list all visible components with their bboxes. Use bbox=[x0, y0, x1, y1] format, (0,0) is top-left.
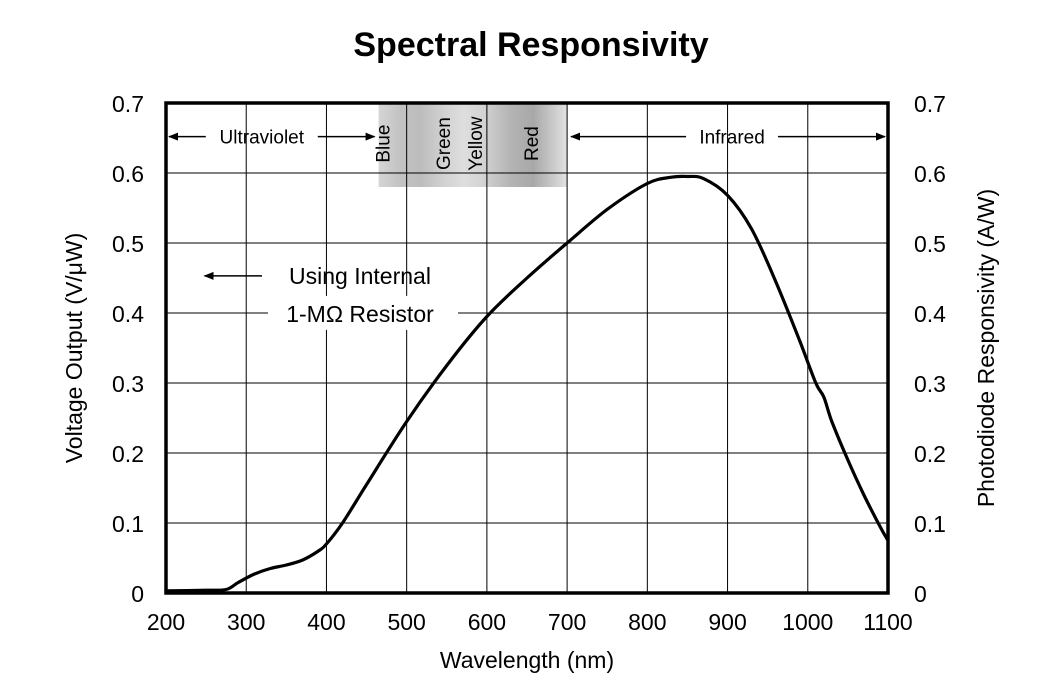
y-right-tick-label: 0.5 bbox=[914, 231, 946, 257]
annotation-line-1: Using Internal bbox=[289, 263, 431, 289]
color-band-labels: Blue Green Yellow Red bbox=[374, 116, 543, 171]
y-right-tick-label: 0.7 bbox=[914, 91, 946, 117]
x-tick-label: 1100 bbox=[863, 609, 912, 635]
y-right-tick-label: 0.6 bbox=[914, 161, 946, 187]
region-label-ultraviolet: Ultraviolet bbox=[220, 128, 305, 149]
y-right-tick-label: 0.2 bbox=[914, 441, 946, 467]
resistor-annotation: Using Internal 1-MΩ Resistor bbox=[203, 263, 458, 330]
color-label-blue: Blue bbox=[374, 125, 395, 163]
y-left-tick-label: 0.5 bbox=[112, 231, 144, 257]
y-left-tick-label: 0.2 bbox=[112, 441, 144, 467]
y-left-tick-label: 0.3 bbox=[112, 371, 144, 397]
y-axis-left-label: Voltage Output (V/μW) bbox=[61, 233, 87, 464]
annotation-line-2: 1-MΩ Resistor bbox=[286, 301, 434, 327]
chart-title: Spectral Responsivity bbox=[353, 26, 708, 64]
color-label-red: Red bbox=[522, 126, 543, 161]
series-line-responsivity bbox=[164, 174, 890, 593]
y-left-tick-label: 0.6 bbox=[112, 161, 144, 187]
x-axis-ticks: 200 300 400 500 600 700 800 900 1000 1100 bbox=[147, 609, 913, 635]
y-left-tick-label: 0.4 bbox=[112, 301, 144, 327]
x-tick-label: 800 bbox=[628, 609, 666, 635]
y-axis-right-ticks: 0 0.1 0.2 0.3 0.4 0.5 0.6 0.7 bbox=[914, 91, 946, 607]
color-label-green: Green bbox=[434, 117, 455, 170]
x-tick-label: 600 bbox=[468, 609, 506, 635]
x-axis-label: Wavelength (nm) bbox=[440, 647, 614, 673]
color-label-yellow: Yellow bbox=[466, 116, 487, 171]
y-axis-left-ticks: 0 0.1 0.2 0.3 0.4 0.5 0.6 0.7 bbox=[112, 91, 144, 607]
x-tick-label: 700 bbox=[548, 609, 586, 635]
gridlines bbox=[166, 103, 888, 593]
y-left-tick-label: 0.1 bbox=[112, 511, 144, 537]
x-tick-label: 500 bbox=[387, 609, 425, 635]
y-left-tick-label: 0.7 bbox=[112, 91, 144, 117]
y-axis-right-label: Photodiode Responsivity (A/W) bbox=[973, 189, 999, 507]
x-tick-label: 400 bbox=[307, 609, 345, 635]
y-left-tick-label: 0 bbox=[131, 581, 144, 607]
x-tick-label: 1000 bbox=[782, 609, 833, 635]
region-markers: Ultraviolet Infrared bbox=[168, 128, 886, 149]
region-label-infrared: Infrared bbox=[699, 128, 764, 149]
x-tick-label: 900 bbox=[708, 609, 746, 635]
plot-frame bbox=[164, 101, 890, 595]
x-tick-label: 200 bbox=[147, 609, 185, 635]
y-right-tick-label: 0.1 bbox=[914, 511, 946, 537]
x-tick-label: 300 bbox=[227, 609, 265, 635]
y-right-tick-label: 0 bbox=[914, 581, 927, 607]
annotation-backdrop bbox=[268, 295, 458, 330]
y-right-tick-label: 0.4 bbox=[914, 301, 946, 327]
y-right-tick-label: 0.3 bbox=[914, 371, 946, 397]
